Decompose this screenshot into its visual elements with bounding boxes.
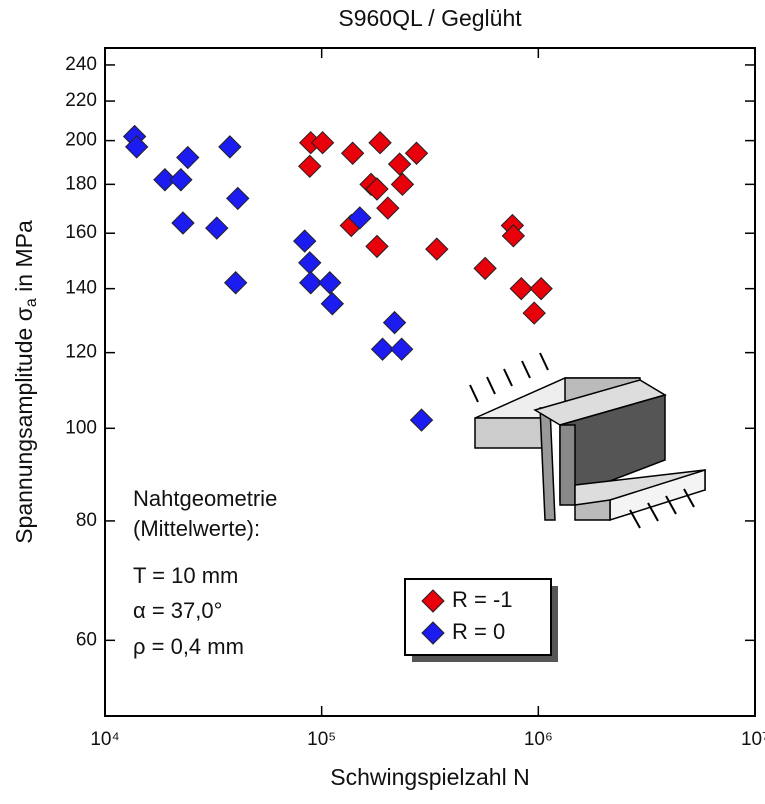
point <box>298 154 322 179</box>
annotation: (Mittelwerte): <box>133 516 260 541</box>
chart-title: S960QL / Geglüht <box>338 5 522 31</box>
y-tick-label: 120 <box>65 342 97 363</box>
y-tick-label: 160 <box>65 222 97 243</box>
point <box>509 276 533 301</box>
point <box>292 229 317 253</box>
point <box>365 234 389 259</box>
point <box>298 251 322 275</box>
point <box>226 186 250 211</box>
point <box>176 145 200 170</box>
x-tick-label: 10⁷ <box>741 729 765 750</box>
point <box>387 152 412 176</box>
point <box>340 141 365 165</box>
annotations: Nahtgeometrie (Mittelwerte): T = 10 mm α… <box>133 486 277 659</box>
y-label-main: Spannungsamplitude σ <box>11 307 37 544</box>
legend-label: R = 0 <box>452 619 505 644</box>
y-tick-label: 80 <box>76 510 97 531</box>
x-tick-label: 10⁵ <box>307 729 336 750</box>
point <box>404 141 429 165</box>
annotation: Nahtgeometrie <box>133 486 277 511</box>
y-tick-label: 200 <box>65 130 97 151</box>
legend-label: R = -1 <box>452 587 513 612</box>
x-axis-label: Schwingspielzahl N <box>330 764 529 790</box>
legend: R = -1 R = 0 <box>404 578 558 662</box>
point <box>318 271 342 295</box>
y-tick-label: 220 <box>65 90 97 111</box>
legend-marker <box>421 589 445 613</box>
point <box>169 168 193 192</box>
point <box>501 224 526 248</box>
plot-frame <box>104 47 756 717</box>
annotation: ρ = 0,4 mm <box>133 634 244 659</box>
point <box>389 337 414 361</box>
point <box>390 172 415 197</box>
x-tick-label: 10⁴ <box>90 729 119 750</box>
point <box>320 292 345 316</box>
y-tick-label: 100 <box>65 417 97 438</box>
legend-box <box>404 578 552 656</box>
annotation: α = 37,0° <box>133 598 222 623</box>
y-tick-label: 140 <box>65 278 97 299</box>
point <box>205 216 229 240</box>
point <box>223 271 248 295</box>
x-tick-label: 10⁶ <box>524 729 553 750</box>
y-tick-label: 240 <box>65 54 97 75</box>
point <box>370 337 395 361</box>
point <box>365 177 389 201</box>
y-label-sub: a <box>23 298 40 307</box>
point <box>409 408 434 432</box>
point <box>153 168 177 192</box>
point <box>376 196 400 220</box>
point <box>425 237 449 261</box>
point <box>298 271 323 295</box>
point <box>522 301 546 325</box>
specimen-drawing <box>469 352 706 529</box>
annotation: T = 10 mm <box>133 563 238 588</box>
point <box>473 256 497 281</box>
point <box>171 211 195 235</box>
point <box>529 276 553 301</box>
y-label-unit: in MPa <box>11 220 37 298</box>
point <box>368 130 392 155</box>
y-axis-label: Spannungsamplitude σa in MPa <box>11 220 40 544</box>
y-tick-label: 60 <box>76 629 97 650</box>
y-tick-label: 180 <box>65 173 97 194</box>
legend-marker <box>421 621 445 645</box>
point <box>124 135 149 159</box>
point <box>382 310 407 335</box>
point <box>348 206 372 230</box>
point <box>218 135 242 159</box>
point <box>310 130 335 155</box>
